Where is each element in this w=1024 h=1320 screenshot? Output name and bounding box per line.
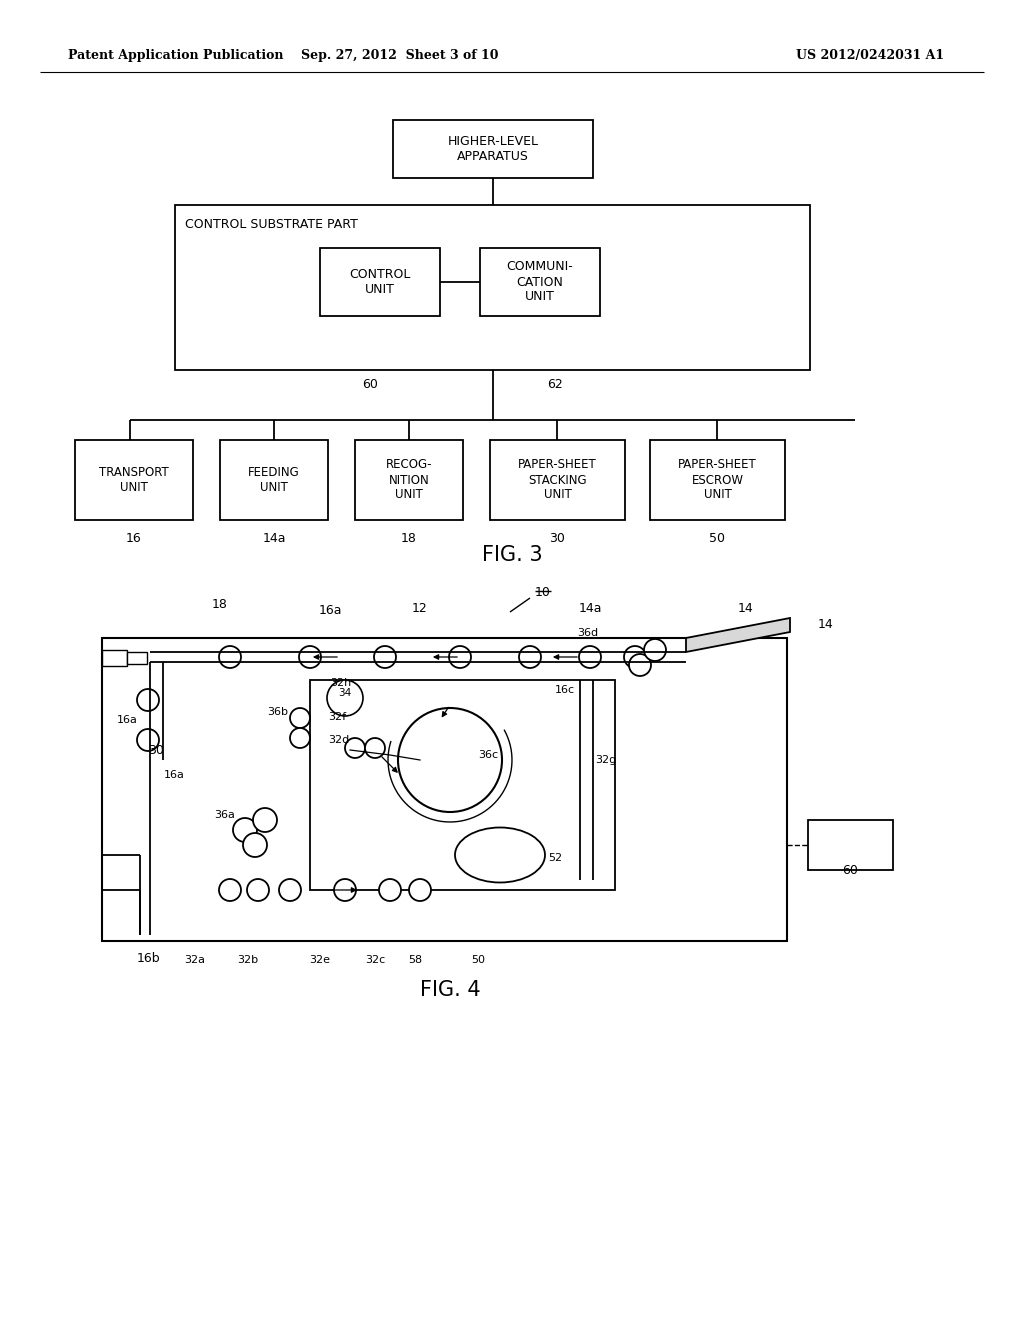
Text: 32c: 32c	[365, 954, 385, 965]
Circle shape	[334, 879, 356, 902]
Text: 32h: 32h	[330, 678, 351, 688]
Polygon shape	[686, 618, 790, 652]
Circle shape	[398, 708, 502, 812]
Text: Patent Application Publication: Patent Application Publication	[68, 49, 284, 62]
Bar	[310, 680, 615, 890]
Bar	[75, 440, 193, 520]
Bar	[490, 440, 625, 520]
Bar	[102, 649, 127, 667]
Text: 16a: 16a	[117, 715, 138, 725]
Circle shape	[374, 645, 396, 668]
Text: 58: 58	[408, 954, 422, 965]
Text: 32d: 32d	[328, 735, 349, 744]
Circle shape	[290, 708, 310, 729]
Bar	[650, 440, 785, 520]
Text: PAPER-SHEET
ESCROW
UNIT: PAPER-SHEET ESCROW UNIT	[678, 458, 757, 502]
Text: CONTROL
UNIT: CONTROL UNIT	[349, 268, 411, 296]
Text: 50: 50	[710, 532, 725, 544]
Text: 16: 16	[126, 532, 142, 544]
Bar	[175, 205, 810, 370]
Text: 14a: 14a	[579, 602, 602, 615]
Text: 30: 30	[550, 532, 565, 544]
Bar	[102, 638, 787, 941]
Text: 50: 50	[471, 954, 485, 965]
Circle shape	[290, 729, 310, 748]
Text: 32b: 32b	[238, 954, 259, 965]
Circle shape	[243, 833, 267, 857]
Text: 36c: 36c	[478, 750, 498, 760]
Text: 60: 60	[362, 379, 378, 392]
Text: 18: 18	[401, 532, 417, 544]
Circle shape	[579, 645, 601, 668]
Text: 12: 12	[412, 602, 428, 615]
Bar	[808, 820, 893, 870]
Bar	[480, 248, 600, 315]
Circle shape	[137, 729, 159, 751]
Circle shape	[247, 879, 269, 902]
Circle shape	[137, 689, 159, 711]
Text: 14a: 14a	[262, 532, 286, 544]
Text: 36a: 36a	[214, 810, 234, 820]
Text: 34: 34	[338, 688, 351, 698]
Text: 36b: 36b	[267, 708, 288, 717]
Text: 32f: 32f	[328, 711, 346, 722]
Bar	[127, 652, 147, 664]
Text: FIG. 4: FIG. 4	[420, 979, 480, 1001]
Circle shape	[519, 645, 541, 668]
Text: 16b: 16b	[136, 952, 160, 965]
Circle shape	[629, 653, 651, 676]
Circle shape	[327, 680, 362, 715]
Circle shape	[279, 879, 301, 902]
Bar	[393, 120, 593, 178]
Text: FEEDING
UNIT: FEEDING UNIT	[248, 466, 300, 494]
Text: US 2012/0242031 A1: US 2012/0242031 A1	[796, 49, 944, 62]
Circle shape	[253, 808, 278, 832]
Text: 14: 14	[738, 602, 754, 615]
Text: FIG. 3: FIG. 3	[481, 545, 543, 565]
Circle shape	[449, 645, 471, 668]
Text: 16a: 16a	[318, 603, 342, 616]
Circle shape	[624, 645, 646, 668]
Text: PAPER-SHEET
STACKING
UNIT: PAPER-SHEET STACKING UNIT	[518, 458, 597, 502]
Circle shape	[299, 645, 321, 668]
Text: TRANSPORT
UNIT: TRANSPORT UNIT	[99, 466, 169, 494]
Text: 32g: 32g	[595, 755, 616, 766]
Text: CONTROL SUBSTRATE PART: CONTROL SUBSTRATE PART	[185, 219, 357, 231]
Text: RECOG-
NITION
UNIT: RECOG- NITION UNIT	[386, 458, 432, 502]
Bar	[355, 440, 463, 520]
Circle shape	[409, 879, 431, 902]
Circle shape	[233, 818, 257, 842]
Text: 32a: 32a	[184, 954, 206, 965]
Text: HIGHER-LEVEL
APPARATUS: HIGHER-LEVEL APPARATUS	[447, 135, 539, 162]
Circle shape	[219, 879, 241, 902]
Text: 14: 14	[818, 619, 834, 631]
Circle shape	[365, 738, 385, 758]
Text: 52: 52	[548, 853, 562, 863]
Circle shape	[644, 639, 666, 661]
Text: 32e: 32e	[309, 954, 331, 965]
Text: 36d: 36d	[578, 628, 599, 638]
Text: 30: 30	[148, 743, 164, 756]
Circle shape	[219, 645, 241, 668]
Circle shape	[345, 738, 365, 758]
Circle shape	[379, 879, 401, 902]
Ellipse shape	[455, 828, 545, 883]
Bar	[319, 248, 440, 315]
Text: 62: 62	[547, 379, 563, 392]
Text: 16c: 16c	[555, 685, 575, 696]
Text: 18: 18	[212, 598, 228, 611]
Text: Sep. 27, 2012  Sheet 3 of 10: Sep. 27, 2012 Sheet 3 of 10	[301, 49, 499, 62]
Text: 16a: 16a	[164, 770, 185, 780]
Bar	[220, 440, 328, 520]
Text: 10: 10	[536, 586, 551, 599]
Text: COMMUNI-
CATION
UNIT: COMMUNI- CATION UNIT	[507, 260, 573, 304]
Text: 60: 60	[842, 863, 858, 876]
